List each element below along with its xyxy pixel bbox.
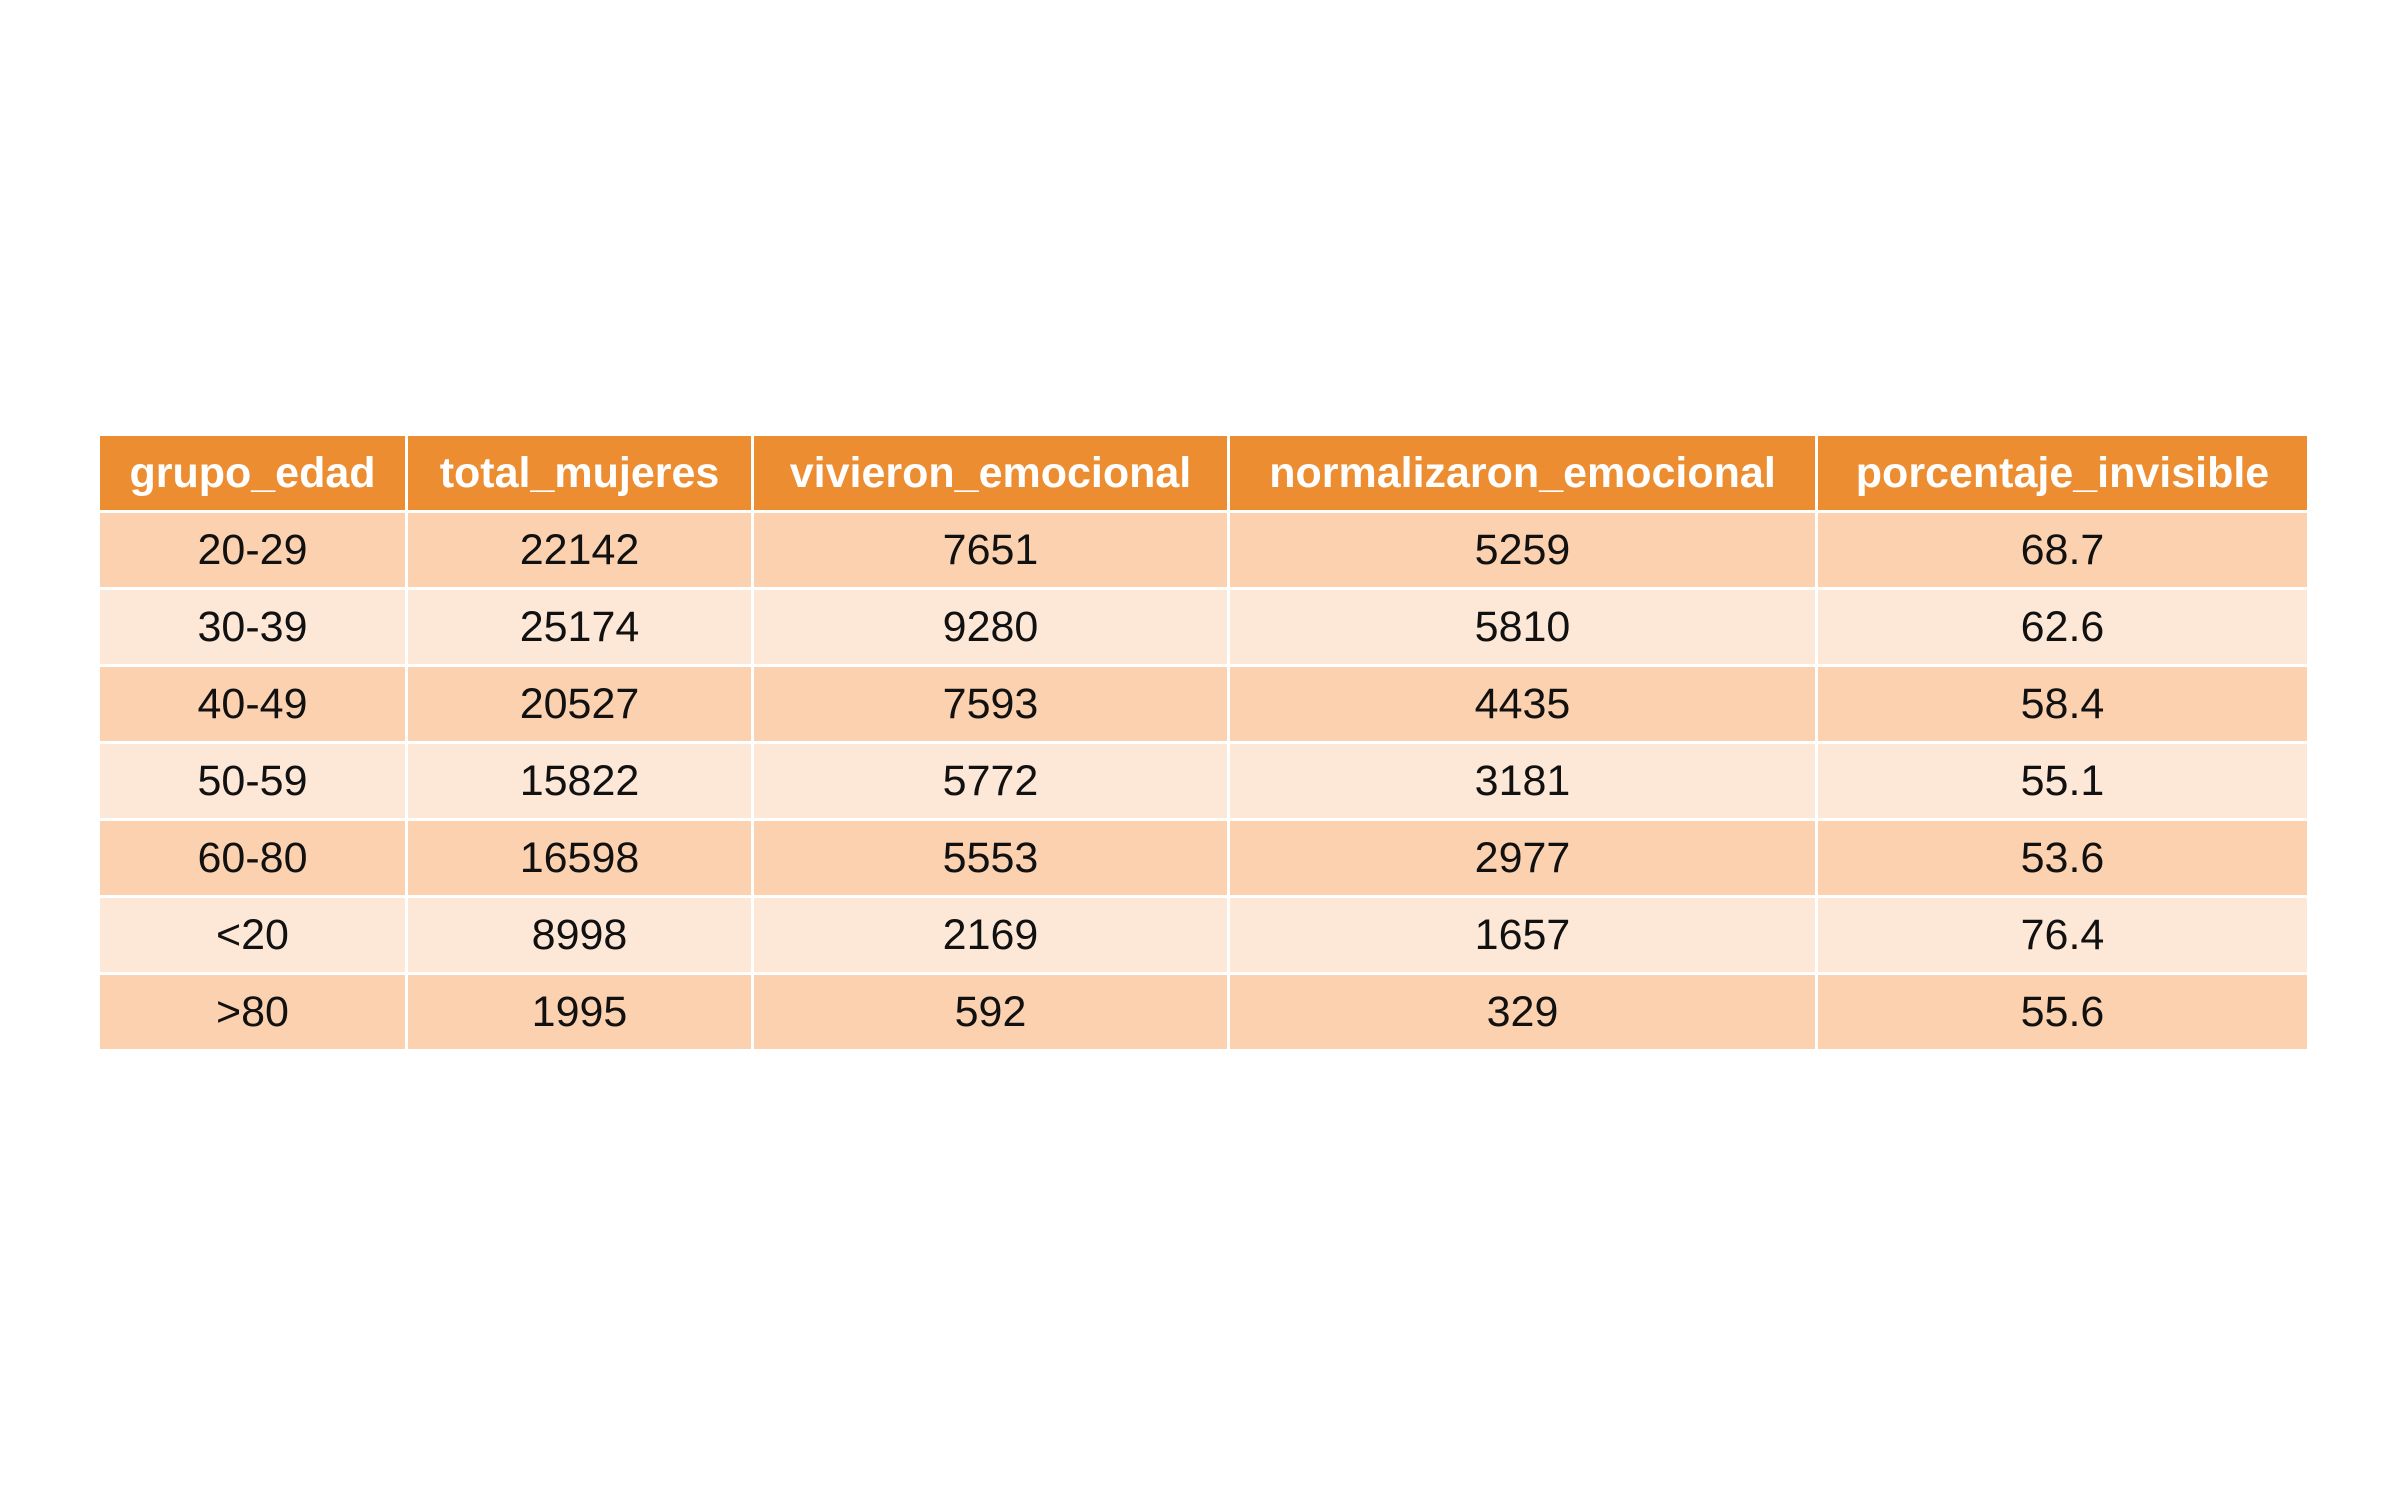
table-cell: 5810: [1227, 587, 1818, 667]
table-cell: 4435: [1227, 664, 1818, 744]
table-cell: 5553: [751, 818, 1230, 898]
table-cell: 9280: [751, 587, 1230, 667]
table-cell: 1995: [405, 972, 754, 1052]
data-table-container: grupo_edad total_mujeres vivieron_emocio…: [97, 433, 2310, 1052]
table-row: 60-80 16598 5553 2977 53.6: [97, 818, 2310, 898]
table-cell: <20: [97, 895, 408, 975]
table-row: 50-59 15822 5772 3181 55.1: [97, 741, 2310, 821]
table-cell: 7651: [751, 510, 1230, 590]
table-cell: 25174: [405, 587, 754, 667]
table-cell: 2977: [1227, 818, 1818, 898]
table-cell: 40-49: [97, 664, 408, 744]
table-row: 30-39 25174 9280 5810 62.6: [97, 587, 2310, 667]
column-header-porcentaje-invisible: porcentaje_invisible: [1815, 433, 2310, 513]
table-header: grupo_edad total_mujeres vivieron_emocio…: [97, 433, 2310, 513]
table-cell: 7593: [751, 664, 1230, 744]
table-cell: 55.6: [1815, 972, 2310, 1052]
table-cell: 2169: [751, 895, 1230, 975]
table-cell: 8998: [405, 895, 754, 975]
table-row: >80 1995 592 329 55.6: [97, 972, 2310, 1052]
table-row: 20-29 22142 7651 5259 68.7: [97, 510, 2310, 590]
table-cell: 30-39: [97, 587, 408, 667]
table-cell: 329: [1227, 972, 1818, 1052]
table-cell: 15822: [405, 741, 754, 821]
data-table: grupo_edad total_mujeres vivieron_emocio…: [97, 433, 2310, 1052]
table-cell: 62.6: [1815, 587, 2310, 667]
table-cell: 1657: [1227, 895, 1818, 975]
table-cell: 68.7: [1815, 510, 2310, 590]
column-header-total-mujeres: total_mujeres: [405, 433, 754, 513]
table-cell: 58.4: [1815, 664, 2310, 744]
table-cell: 20-29: [97, 510, 408, 590]
column-header-grupo-edad: grupo_edad: [97, 433, 408, 513]
table-row: <20 8998 2169 1657 76.4: [97, 895, 2310, 975]
column-header-normalizaron-emocional: normalizaron_emocional: [1227, 433, 1818, 513]
table-cell: 3181: [1227, 741, 1818, 821]
table-cell: 20527: [405, 664, 754, 744]
column-header-vivieron-emocional: vivieron_emocional: [751, 433, 1230, 513]
table-cell: 53.6: [1815, 818, 2310, 898]
table-cell: 55.1: [1815, 741, 2310, 821]
table-cell: >80: [97, 972, 408, 1052]
header-row: grupo_edad total_mujeres vivieron_emocio…: [97, 433, 2310, 513]
table-cell: 5259: [1227, 510, 1818, 590]
table-cell: 50-59: [97, 741, 408, 821]
table-cell: 5772: [751, 741, 1230, 821]
table-cell: 22142: [405, 510, 754, 590]
table-cell: 76.4: [1815, 895, 2310, 975]
table-cell: 16598: [405, 818, 754, 898]
table-body: 20-29 22142 7651 5259 68.7 30-39 25174 9…: [97, 510, 2310, 1052]
table-cell: 592: [751, 972, 1230, 1052]
table-cell: 60-80: [97, 818, 408, 898]
table-row: 40-49 20527 7593 4435 58.4: [97, 664, 2310, 744]
